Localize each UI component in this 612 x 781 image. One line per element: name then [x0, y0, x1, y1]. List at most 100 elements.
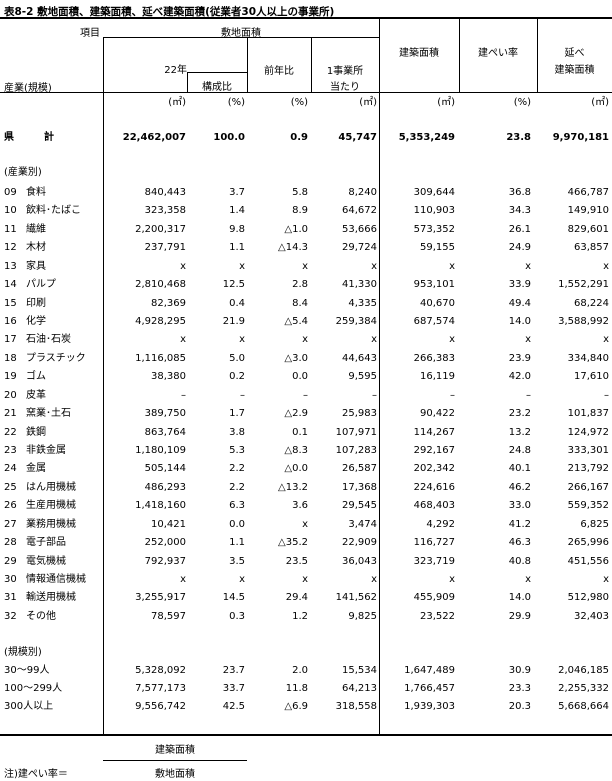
- value-cell: 3.5: [229, 555, 245, 567]
- industry-name: 木材: [26, 242, 46, 254]
- value-cell: 468,403: [413, 500, 455, 512]
- table-row: 10 飲料･たばこ 323,358 1.4 8.9 64,672 110,903 34.3 14…: [0, 203, 612, 219]
- value-cell: 14.0: [508, 592, 531, 604]
- table-row: 17 石油･石炭 x x x x x x x: [0, 332, 612, 348]
- row-label: 25 はん用機械: [4, 480, 76, 496]
- row-label: 32 その他: [4, 609, 56, 625]
- industry-name: その他: [26, 610, 56, 622]
- value-cell: 2,046,185: [558, 665, 609, 676]
- value-cell: 46.2: [508, 481, 531, 493]
- value-cell: (㎡): [359, 97, 377, 108]
- value-cell: 5.8: [292, 187, 308, 198]
- value-cell: 309,644: [413, 187, 455, 198]
- site-area-rule: [103, 37, 379, 38]
- value-cell: 44,643: [342, 352, 377, 364]
- value-cell: 1.2: [292, 610, 308, 622]
- value-cell: 451,556: [567, 555, 609, 567]
- value-cell: 3,588,992: [558, 316, 609, 327]
- value-cell: 90,422: [420, 408, 455, 420]
- value-cell: –: [372, 389, 377, 401]
- value-cell: 17,610: [574, 371, 609, 383]
- industry-name: 金属: [26, 463, 46, 475]
- value-cell: 1.7: [229, 408, 245, 420]
- value-cell: 45,747: [338, 132, 377, 143]
- industry-code: 17: [4, 334, 17, 346]
- table-row: 32 その他 78,597 0.3 1.2 9,825 23,522 29.9 32,403: [0, 609, 612, 625]
- value-cell: 63,857: [574, 242, 609, 254]
- value-cell: 34.3: [508, 205, 531, 217]
- value-cell: 953,101: [413, 279, 455, 291]
- value-cell: 29.9: [508, 610, 531, 622]
- industry-code: 19: [4, 371, 17, 383]
- row-label: 10 飲料･たばこ: [4, 203, 81, 219]
- bottom-rule: [0, 734, 612, 736]
- industry-code: 20: [4, 389, 17, 401]
- industry-name: はん用機械: [26, 481, 76, 493]
- row-label: 11 繊維: [4, 222, 46, 238]
- table-row: 29 電気機械 792,937 3.5 23.5 36,043 323,719 40.8 451…: [0, 554, 612, 570]
- industry-code: 24: [4, 463, 17, 475]
- size-name: 30〜99人: [4, 665, 50, 676]
- value-cell: 9,825: [348, 610, 377, 622]
- table-row: 300人以上 9,556,742 42.5 △6.9 318,558 1,939,303 2…: [0, 699, 612, 715]
- value-cell: x: [603, 574, 609, 586]
- value-cell: x: [449, 334, 455, 346]
- value-cell: 9.8: [229, 223, 245, 235]
- value-cell: 323,719: [413, 555, 455, 567]
- value-cell: 7,577,173: [135, 683, 186, 694]
- value-cell: 466,787: [567, 187, 609, 198]
- value-cell: x: [239, 334, 245, 346]
- value-cell: x: [525, 260, 531, 272]
- section-label-size: (規模別): [0, 645, 612, 661]
- total-label-1: 県: [4, 132, 14, 143]
- value-cell: –: [303, 389, 308, 401]
- industry-code: 25: [4, 481, 17, 493]
- value-cell: △35.2: [278, 537, 308, 549]
- value-cell: 116,727: [413, 537, 455, 549]
- value-cell: (%): [227, 97, 245, 108]
- value-cell: 10,421: [151, 518, 186, 530]
- header-per-establishment-1: 1事業所: [326, 66, 364, 77]
- industry-code: 13: [4, 260, 17, 272]
- industry-code: 30: [4, 574, 17, 586]
- value-cell: 455,909: [413, 592, 455, 604]
- value-cell: 1,766,457: [404, 683, 455, 694]
- composition-rule: [187, 72, 247, 73]
- value-cell: 29,545: [342, 500, 377, 512]
- value-cell: 6,825: [580, 518, 609, 530]
- value-cell: 101,837: [567, 408, 609, 420]
- value-cell: 46.3: [508, 537, 531, 549]
- divider: [459, 19, 460, 92]
- value-cell: x: [180, 260, 186, 272]
- row-label: 17 石油･石炭: [4, 332, 71, 348]
- value-cell: 12.5: [222, 279, 245, 291]
- row-label: 27 業務用機械: [4, 517, 76, 533]
- value-cell: x: [302, 334, 308, 346]
- value-cell: 3,474: [348, 518, 377, 530]
- industry-name: 業務用機械: [26, 518, 76, 530]
- value-cell: 323,358: [144, 205, 186, 217]
- value-cell: 687,574: [413, 316, 455, 327]
- value-cell: 114,267: [413, 426, 455, 438]
- industry-name: 食料: [26, 187, 46, 198]
- row-label: 16 化学: [4, 314, 46, 330]
- value-cell: 23.7: [222, 665, 245, 676]
- value-cell: 0.1: [292, 426, 308, 438]
- value-cell: 59,155: [420, 242, 455, 254]
- table-row: 23 非鉄金属 1,180,109 5.3 △8.3 107,283 292,167 24.8…: [0, 443, 612, 459]
- value-cell: 1,647,489: [404, 665, 455, 676]
- value-cell: x: [302, 574, 308, 586]
- value-cell: (㎡): [591, 97, 609, 108]
- value-cell: 333,301: [567, 445, 609, 457]
- value-cell: △1.0: [284, 223, 308, 235]
- value-cell: 22,462,007: [122, 132, 186, 143]
- value-cell: x: [603, 334, 609, 346]
- value-cell: 29.4: [285, 592, 308, 604]
- row-label: 15 印刷: [4, 296, 46, 312]
- industry-name: プラスチック: [26, 352, 86, 364]
- value-cell: 1.4: [229, 205, 245, 217]
- value-cell: 334,840: [567, 352, 609, 364]
- value-cell: –: [450, 389, 455, 401]
- header-coverage: 建ぺい率: [478, 48, 518, 59]
- value-cell: 32,403: [574, 610, 609, 622]
